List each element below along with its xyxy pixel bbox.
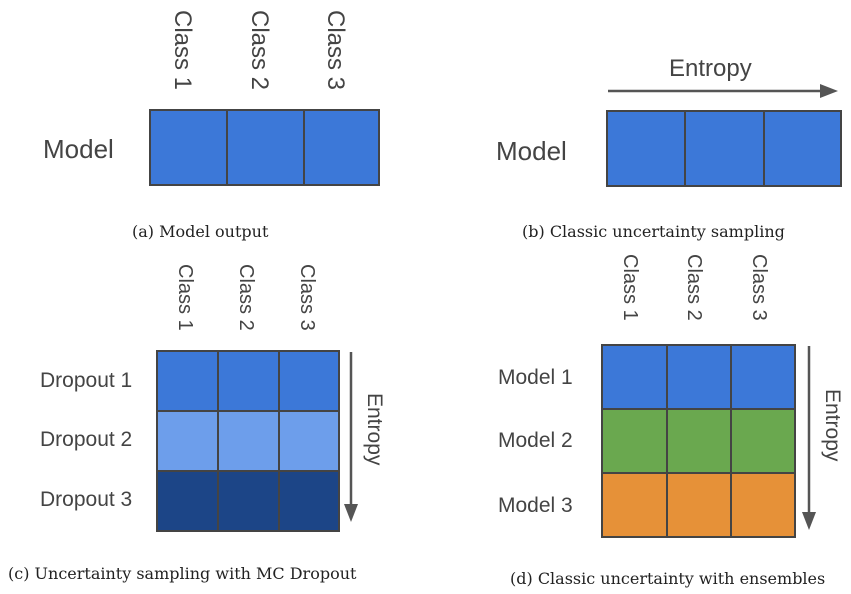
grid-cell xyxy=(666,472,732,538)
grid-cell xyxy=(730,408,796,474)
grid-cell xyxy=(156,350,219,412)
grid-cell xyxy=(156,410,219,472)
class-1-label: Class 1 xyxy=(619,254,641,321)
grid-cell xyxy=(217,350,280,412)
grid-cell xyxy=(149,109,228,186)
dropout-3-label: Dropout 3 xyxy=(40,488,133,511)
class-2-label: Class 2 xyxy=(683,254,705,321)
grid-cell xyxy=(601,408,668,474)
caption-d: (d) Classic uncertainty with ensembles xyxy=(510,569,826,588)
grid-cell xyxy=(666,408,732,474)
dropout-2-label: Dropout 2 xyxy=(40,428,133,451)
model-3-label: Model 3 xyxy=(498,494,573,517)
class-3-label: Class 3 xyxy=(296,264,318,331)
grid-cell xyxy=(684,110,765,187)
grid-cell xyxy=(730,344,796,410)
caption-c: (c) Uncertainty sampling with MC Dropout xyxy=(8,564,357,583)
model-2-label: Model 2 xyxy=(498,429,573,452)
model-label: Model xyxy=(43,134,114,164)
grid-cell xyxy=(303,109,380,186)
caption-a: (a) Model output xyxy=(132,222,269,241)
grid-cell xyxy=(217,410,280,472)
class-1-label: Class 1 xyxy=(174,264,196,331)
entropy-label: Entropy xyxy=(821,389,844,462)
entropy-label: Entropy xyxy=(363,393,386,466)
entropy-label: Entropy xyxy=(669,55,752,82)
grid-cell xyxy=(763,110,842,187)
grid-cell xyxy=(278,410,340,472)
grid-cell xyxy=(226,109,305,186)
grid-cell xyxy=(278,470,340,532)
grid-cell xyxy=(606,110,686,187)
grid-cell xyxy=(278,350,340,412)
class-1-label: Class 1 xyxy=(169,10,196,91)
entropy-arrow-vertical xyxy=(344,352,358,522)
dropout-1-label: Dropout 1 xyxy=(40,369,133,392)
class-3-label: Class 3 xyxy=(748,254,770,321)
grid-cell xyxy=(217,470,280,532)
entropy-arrow-vertical xyxy=(802,346,816,530)
grid-cell xyxy=(730,472,796,538)
model-label: Model xyxy=(496,136,567,166)
grid-cell xyxy=(601,472,668,538)
grid-cell xyxy=(666,344,732,410)
class-2-label: Class 2 xyxy=(246,10,273,91)
class-2-label: Class 2 xyxy=(235,264,257,331)
grid-cell xyxy=(156,470,219,532)
class-3-label: Class 3 xyxy=(322,10,349,91)
entropy-arrow-horizontal xyxy=(608,84,838,98)
caption-b: (b) Classic uncertainty sampling xyxy=(522,222,785,241)
model-1-label: Model 1 xyxy=(498,366,573,389)
grid-cell xyxy=(601,344,668,410)
